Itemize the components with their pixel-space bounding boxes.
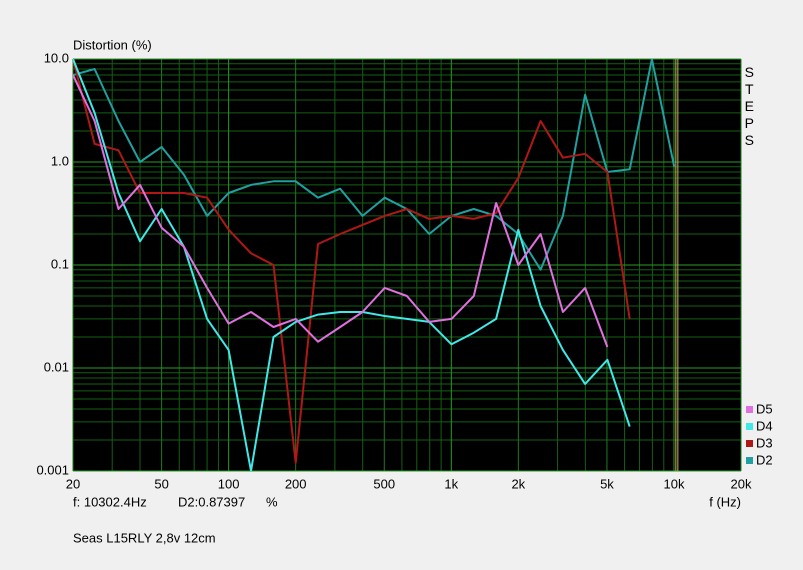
y-axis-label: Distortion (%) xyxy=(73,37,152,52)
x-tick-label: 20k xyxy=(731,476,752,491)
legend-label: D3 xyxy=(756,435,773,450)
readout-unit: % xyxy=(266,494,278,509)
y-tick-label: 1.0 xyxy=(51,153,69,168)
series-line xyxy=(73,59,631,464)
legend-label: D4 xyxy=(756,418,773,433)
series-line xyxy=(73,59,631,471)
x-tick-label: 5k xyxy=(600,476,614,491)
legend-swatch xyxy=(746,423,753,430)
lines xyxy=(73,59,676,471)
cursor-label: f: 10302.4Hz xyxy=(73,494,147,509)
side-label: STEPS xyxy=(741,64,757,149)
readout: D2:0.87397 xyxy=(178,494,245,509)
x-tick-label: 10k xyxy=(663,476,684,491)
x-tick-label: 20 xyxy=(66,476,80,491)
legend-label: D2 xyxy=(756,452,773,467)
x-tick-label: 100 xyxy=(218,476,240,491)
x-tick-label: 500 xyxy=(373,476,395,491)
legend-swatch xyxy=(746,440,753,447)
legend-swatch xyxy=(746,406,753,413)
subtitle: Seas L15RLY 2,8v 12cm xyxy=(73,530,216,545)
y-tick-label: 0.001 xyxy=(36,462,69,477)
y-tick-label: 0.1 xyxy=(51,256,69,271)
legend-label: D5 xyxy=(756,401,773,416)
x-tick-label: 2k xyxy=(511,476,525,491)
grid xyxy=(72,58,742,472)
legend-swatch xyxy=(746,457,753,464)
x-axis-label: f (Hz) xyxy=(709,494,741,509)
series-line xyxy=(73,74,609,348)
x-tick-label: 50 xyxy=(154,476,168,491)
x-tick-label: 200 xyxy=(285,476,307,491)
x-tick-label: 1k xyxy=(444,476,458,491)
y-tick-label: 10.0 xyxy=(44,50,69,65)
y-tick-label: 0.01 xyxy=(44,359,69,374)
